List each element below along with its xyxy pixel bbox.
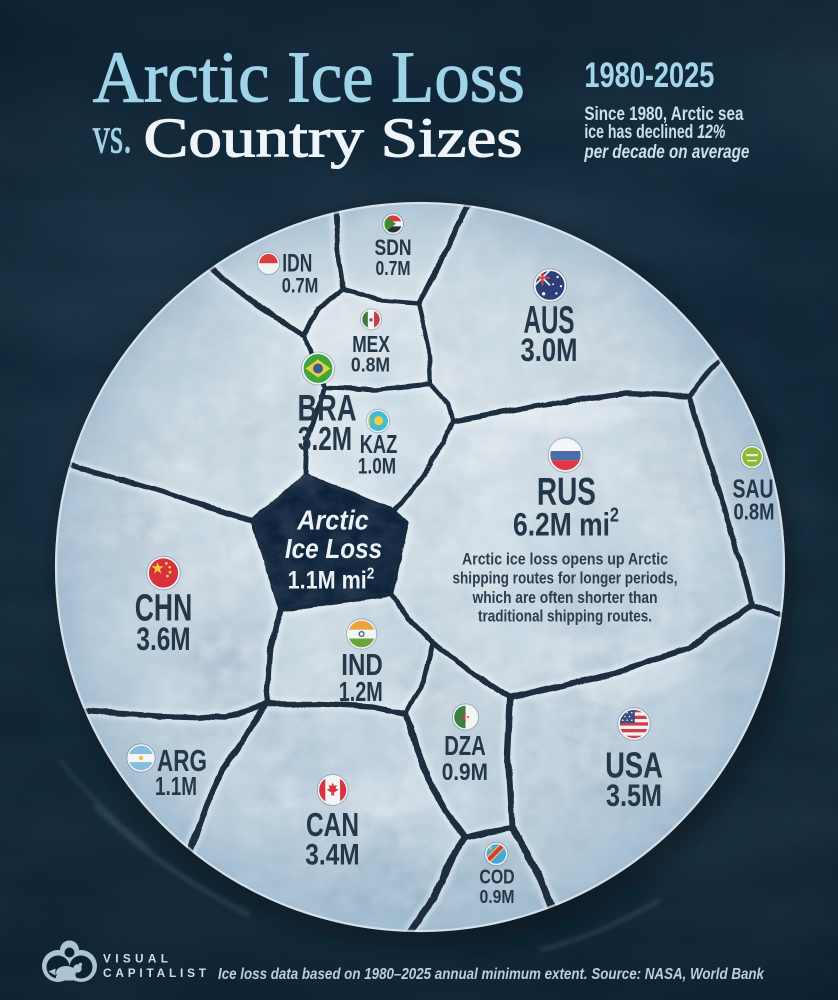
svg-text:shipping routes for longer per: shipping routes for longer periods, [453,569,678,588]
svg-text:which are often shorter than: which are often shorter than [472,588,658,607]
svg-text:3.4M: 3.4M [305,839,359,872]
svg-text:ice has declined 12%: ice has declined 12% [584,121,725,143]
svg-text:per decade on average: per decade on average [584,141,750,163]
svg-text:0.7M: 0.7M [282,274,319,297]
svg-text:MEX: MEX [352,331,390,357]
svg-text:IND: IND [341,647,383,682]
svg-text:3.2M: 3.2M [298,420,352,457]
svg-text:1.1M mi2: 1.1M mi2 [288,566,375,595]
svg-text:BRA: BRA [298,386,357,428]
svg-text:1.0M: 1.0M [358,453,396,478]
svg-text:SAU: SAU [733,473,774,503]
svg-text:AUS: AUS [524,299,575,342]
svg-text:0.9M: 0.9M [442,759,488,786]
svg-text:1.1M: 1.1M [155,773,197,801]
svg-text:Since 1980, Arctic sea: Since 1980, Arctic sea [584,103,744,125]
svg-text:SDN: SDN [375,235,412,260]
svg-text:Country Sizes: Country Sizes [144,108,523,170]
svg-text:1.2M: 1.2M [339,676,383,707]
svg-text:RUS: RUS [537,470,596,513]
svg-text:0.8M: 0.8M [351,354,390,376]
svg-text:0.9M: 0.9M [480,886,515,907]
svg-text:COD: COD [479,867,514,889]
svg-text:USA: USA [605,745,663,786]
svg-text:CHN: CHN [135,588,192,630]
svg-text:IDN: IDN [282,250,312,278]
svg-text:DZA: DZA [444,730,486,761]
svg-text:Arctic ice loss opens up Arcti: Arctic ice loss opens up Arctic [462,549,668,568]
svg-text:1980-2025: 1980-2025 [584,56,714,95]
svg-text:0.7M: 0.7M [376,257,411,280]
svg-text:Ice loss data based on 1980–20: Ice loss data based on 1980–2025 annual … [218,966,765,983]
svg-text:Arctic: Arctic [296,504,369,535]
svg-text:Ice Loss: Ice Loss [285,533,382,564]
svg-text:vs.: vs. [93,107,132,164]
svg-text:ARG: ARG [157,743,207,778]
svg-text:3.0M: 3.0M [521,332,578,368]
svg-text:3.5M: 3.5M [606,777,662,813]
svg-text:0.8M: 0.8M [734,498,775,524]
svg-text:6.2M mi2: 6.2M mi2 [513,504,619,542]
svg-text:3.6M: 3.6M [136,621,190,657]
svg-text:KAZ: KAZ [360,431,398,459]
svg-text:CAN: CAN [306,806,359,843]
svg-text:traditional shipping routes.: traditional shipping routes. [478,606,652,625]
svg-text:Arctic Ice Loss: Arctic Ice Loss [93,37,525,118]
